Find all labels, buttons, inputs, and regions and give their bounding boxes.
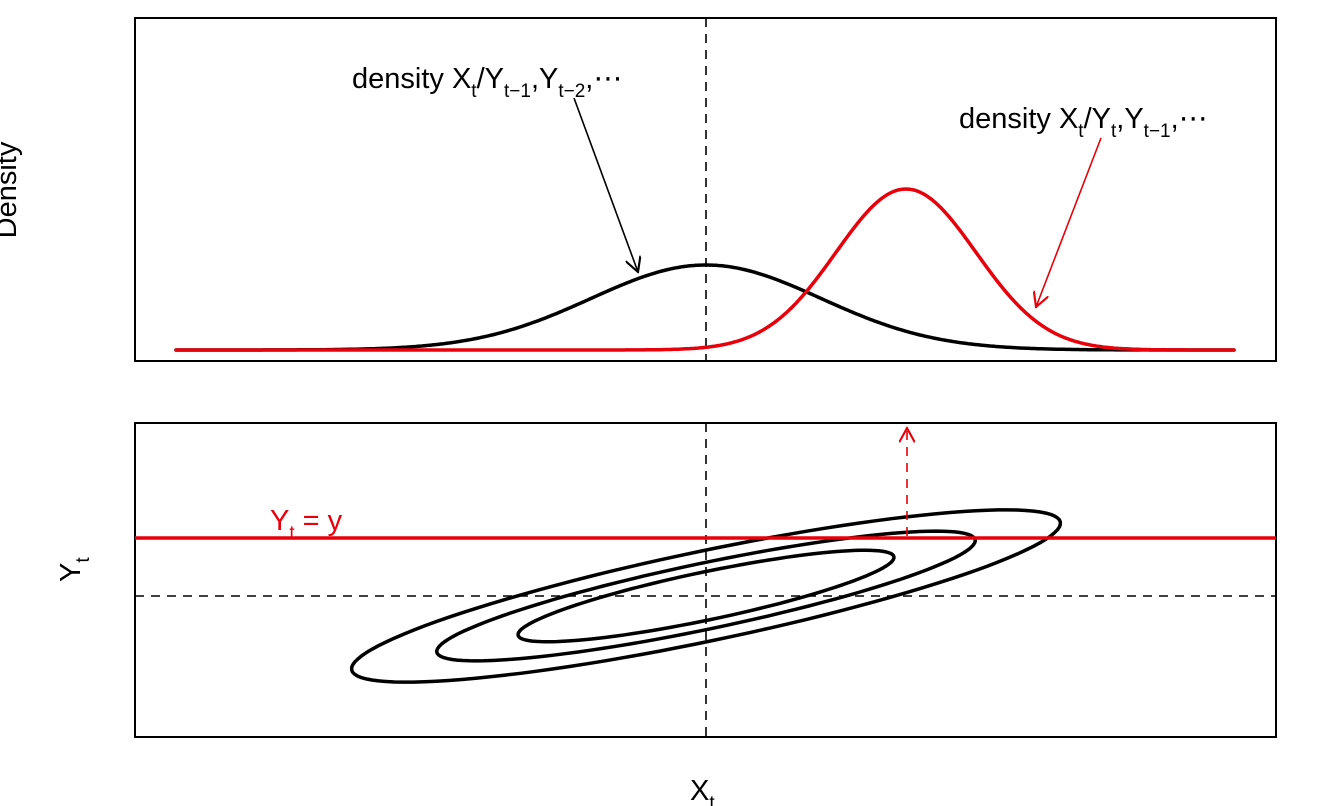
top-panel: density Xt/Yt−1,Yt−2,⋯ density Xt/Yt,Yt−… xyxy=(0,17,1277,362)
contour-inner xyxy=(516,548,896,644)
contour-middle xyxy=(435,529,977,663)
prior-pointer-arrow xyxy=(573,97,638,272)
bottom-panel-frame xyxy=(134,422,1277,738)
contour-outer xyxy=(349,508,1063,684)
posterior-density-label: density Xt/Yt,Yt−1,⋯ xyxy=(959,103,1208,142)
bottom-panel: Yt = y Xt Yt xyxy=(55,422,1277,806)
condition-label: Yt = y xyxy=(270,505,343,544)
prior-density-curve xyxy=(174,263,1236,352)
posterior-density-curve xyxy=(174,187,1236,352)
y-axis-label: Yt xyxy=(55,557,94,582)
top-y-axis-label: Density xyxy=(0,141,23,238)
posterior-pointer-arrow xyxy=(1036,137,1102,307)
prior-density-label: density Xt/Yt−1,Yt−2,⋯ xyxy=(352,63,622,102)
x-axis-label: Xt xyxy=(690,775,715,806)
